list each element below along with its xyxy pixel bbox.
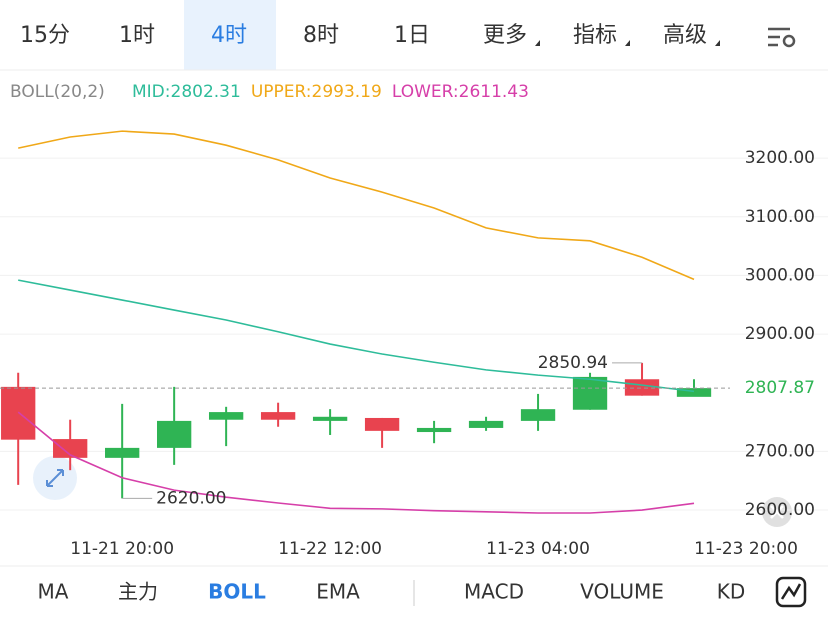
candle-body (468, 420, 504, 428)
candle-body (676, 388, 712, 397)
tab[interactable]: 更多 (483, 23, 527, 48)
x-tick-label: 11-22 12:00 (278, 539, 382, 559)
tab[interactable]: MA (38, 580, 69, 604)
legend-entry: UPPER:2993.19 (251, 82, 382, 102)
candle-body (520, 409, 556, 421)
tab[interactable]: 指标 (573, 23, 617, 48)
candle-body (105, 447, 140, 458)
tab[interactable]: 15分 (20, 23, 70, 48)
dropdown-caret (535, 40, 540, 46)
mask (748, 572, 770, 616)
tab[interactable]: 1时 (119, 23, 155, 48)
dropdown-caret (625, 40, 630, 46)
last-price-label: 2807.87 (745, 378, 815, 398)
candle-body (572, 376, 608, 410)
candle-body (364, 417, 400, 431)
tab[interactable]: BOLL (208, 580, 266, 604)
legend-entry: LOWER:2611.43 (392, 82, 529, 102)
annotation: 2850.94 (538, 353, 608, 373)
tab[interactable]: 主力 (118, 580, 158, 604)
tab-highlight (184, 0, 276, 70)
tab[interactable]: 8时 (303, 23, 339, 48)
tab[interactable]: KD (717, 580, 746, 604)
price-tag (730, 374, 822, 403)
candle-body (260, 412, 296, 420)
y-tick-label: 3100.00 (745, 207, 815, 227)
chart-icon[interactable] (775, 576, 807, 608)
boll-line (18, 130, 695, 281)
tab[interactable]: MACD (464, 580, 524, 604)
settings-icon[interactable] (768, 27, 796, 48)
expand-button[interactable] (33, 456, 77, 500)
tab[interactable]: 1日 (394, 23, 430, 48)
legend-entry: MID:2802.31 (132, 82, 241, 102)
candle-body (312, 416, 348, 421)
candle-body (53, 439, 88, 458)
y-tick-label: 3200.00 (745, 148, 815, 168)
y-tick-label: 2900.00 (745, 324, 815, 344)
y-tick-label: 2600.00 (745, 500, 815, 520)
x-tick-label: 11-23 04:00 (486, 539, 590, 559)
candle-body (1, 386, 36, 440)
annotation: 2620.00 (156, 488, 226, 508)
tab[interactable]: EMA (316, 580, 360, 604)
y-tick-label: 2700.00 (745, 441, 815, 461)
candle-body (416, 427, 452, 433)
dropdown-caret (715, 40, 720, 46)
tab[interactable]: 4时 (211, 23, 247, 48)
tab[interactable]: VOLUME (580, 580, 664, 604)
indicator-label: BOLL(20,2) (10, 82, 105, 102)
x-tick-label: 11-23 20:00 (694, 539, 798, 559)
candle-body (156, 420, 192, 448)
close-button[interactable] (762, 497, 792, 527)
tab[interactable]: 高级 (663, 23, 707, 48)
candle-body (208, 412, 244, 420)
candle-body (624, 379, 660, 396)
x-tick-label: 11-21 20:00 (70, 539, 174, 559)
boll-line (18, 279, 695, 393)
boll-line (17, 411, 695, 514)
y-tick-label: 3000.00 (745, 265, 815, 285)
